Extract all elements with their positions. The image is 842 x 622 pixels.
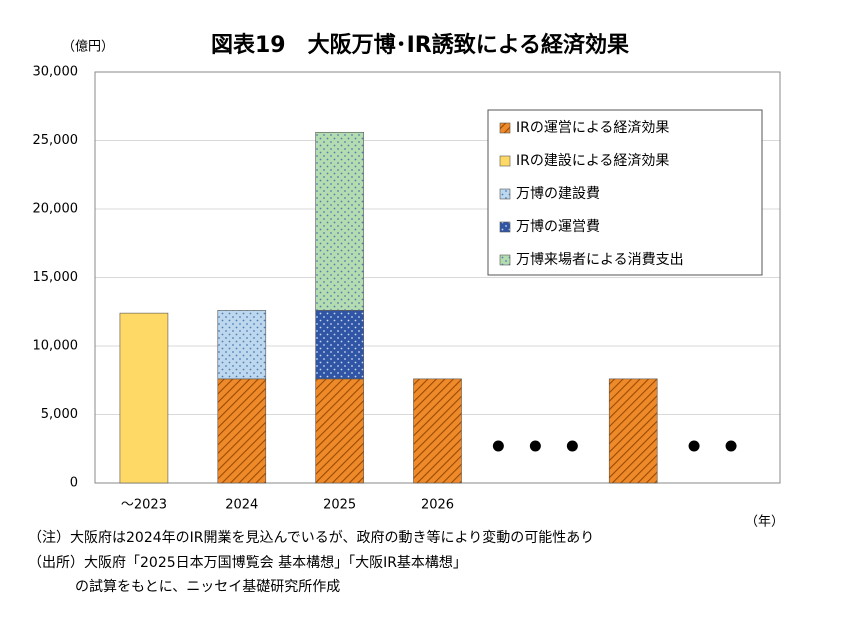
legend-label: 万博の建設費 [516, 185, 600, 202]
legend-label: 万博来場者による消費支出 [516, 251, 684, 268]
legend-swatch [499, 221, 511, 233]
legend-swatch [499, 188, 511, 200]
y-tick-label: 5,000 [41, 407, 78, 422]
note: （注）大阪府は2024年のIR開業を見込んでいるが、政府の動き等により変動の可能… [28, 529, 594, 546]
legend-box [487, 109, 763, 276]
y-tick-label: 20,000 [33, 202, 79, 217]
bar-segment [217, 378, 267, 484]
bar-segment [315, 378, 364, 484]
bar-segment [315, 310, 364, 380]
chart-title: 図表19 大阪万博･IR誘致による経済効果 [211, 32, 629, 58]
ellipsis-dot [529, 440, 541, 452]
legend-label: IRの建設による経済効果 [516, 153, 669, 169]
x-tick-label: 2026 [421, 498, 454, 513]
x-tick-label: 2025 [323, 498, 356, 513]
note: （出所）大阪府「2025日本万国博覧会 基本構想」「大阪IR基本構想」 [28, 554, 467, 571]
bar-segment [413, 378, 462, 484]
x-tick-label: ～2023 [121, 498, 167, 513]
y-tick-label: 10,000 [33, 339, 79, 354]
legend-swatch [499, 155, 511, 167]
y-axis-label: （億円） [62, 39, 114, 55]
x-axis-label: （年） [745, 515, 784, 530]
legend-swatch [499, 122, 511, 134]
bar-segment [315, 131, 364, 311]
y-tick-label: 15,000 [33, 270, 79, 285]
y-tick-label: 30,000 [33, 65, 79, 80]
note: の試算をもとに、ニッセイ基礎研究所作成 [75, 578, 340, 595]
bar-segment [217, 310, 267, 380]
y-tick-label: 25,000 [33, 133, 79, 148]
ellipsis-dot [725, 440, 737, 452]
ellipsis-dot [688, 440, 700, 452]
legend-label: IRの運営による経済効果 [516, 120, 669, 136]
legend-swatch [499, 254, 511, 266]
bar-segment [608, 378, 658, 484]
ellipsis-dot [492, 440, 504, 452]
legend-label: 万博の運営費 [516, 218, 600, 235]
bar-segment [119, 312, 169, 484]
ellipsis-dot [566, 440, 578, 452]
y-tick-label: 0 [70, 476, 78, 491]
x-tick-label: 2024 [225, 498, 258, 513]
